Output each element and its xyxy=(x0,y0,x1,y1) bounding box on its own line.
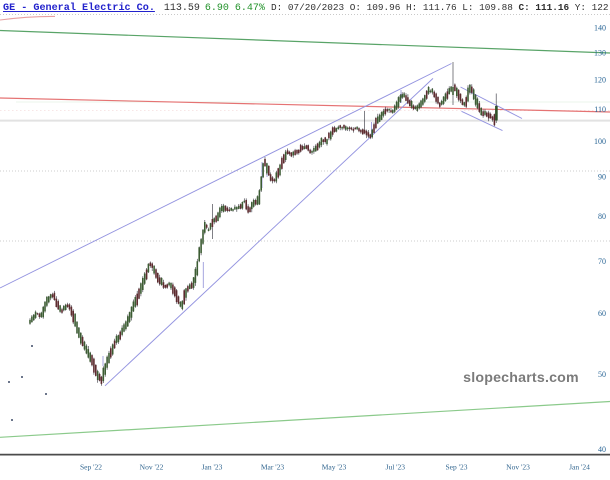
svg-text:Nov '23: Nov '23 xyxy=(506,463,530,472)
svg-text:50: 50 xyxy=(598,370,606,379)
svg-text:120: 120 xyxy=(594,76,606,85)
svg-text:130: 130 xyxy=(594,49,606,58)
svg-text:Mar '23: Mar '23 xyxy=(261,463,284,472)
svg-text:slopecharts.com: slopecharts.com xyxy=(463,370,579,386)
svg-text:90: 90 xyxy=(598,172,606,181)
svg-text:Jan '24: Jan '24 xyxy=(569,463,590,472)
svg-text:100: 100 xyxy=(594,137,606,146)
svg-text:40: 40 xyxy=(598,445,606,454)
svg-text:May '23: May '23 xyxy=(322,463,347,472)
svg-text:Nov '22: Nov '22 xyxy=(140,463,164,472)
svg-text:Sep '23: Sep '23 xyxy=(446,463,468,472)
svg-text:Jul '23: Jul '23 xyxy=(386,463,406,472)
svg-text:80: 80 xyxy=(598,212,606,221)
svg-text:Sep '22: Sep '22 xyxy=(80,463,102,472)
svg-text:110: 110 xyxy=(594,105,606,114)
svg-text:140: 140 xyxy=(594,24,606,33)
svg-text:70: 70 xyxy=(598,257,606,266)
svg-text:60: 60 xyxy=(598,309,606,318)
svg-text:Jan '23: Jan '23 xyxy=(202,463,223,472)
